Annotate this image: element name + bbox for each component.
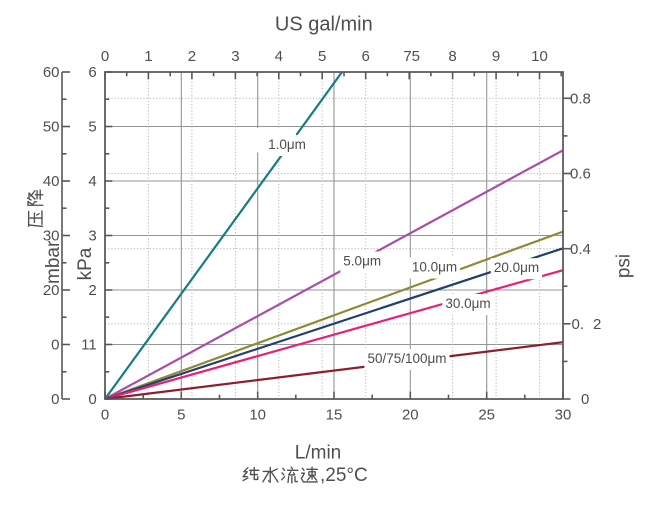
svg-text:L/min: L/min: [295, 443, 341, 464]
svg-text:2: 2: [593, 316, 601, 333]
svg-text:0: 0: [101, 48, 109, 65]
svg-text:5.0μm: 5.0μm: [343, 254, 381, 269]
svg-text:5: 5: [88, 119, 96, 136]
svg-text:0: 0: [88, 391, 96, 408]
svg-text:30: 30: [555, 407, 572, 424]
svg-text:4: 4: [88, 173, 96, 190]
svg-text:9: 9: [492, 48, 500, 65]
svg-text:20.0μm: 20.0μm: [494, 260, 539, 275]
svg-text:10.0μm: 10.0μm: [412, 260, 457, 275]
svg-text:2: 2: [88, 282, 96, 299]
svg-text:5: 5: [177, 407, 185, 424]
svg-text:3: 3: [231, 48, 239, 65]
svg-text:40: 40: [43, 173, 60, 190]
svg-text:75: 75: [403, 48, 420, 65]
svg-text:0: 0: [581, 391, 589, 408]
svg-text:6: 6: [362, 48, 370, 65]
svg-text:30: 30: [43, 228, 60, 245]
svg-text:30.0μm: 30.0μm: [445, 296, 490, 311]
svg-text:11: 11: [81, 337, 97, 354]
svg-text:,25°C: ,25°C: [320, 465, 368, 486]
svg-text:0.: 0.: [572, 316, 585, 333]
svg-text:0.6: 0.6: [570, 166, 591, 183]
svg-text:0: 0: [51, 391, 59, 408]
svg-text:0: 0: [101, 407, 109, 424]
svg-text:15: 15: [326, 407, 343, 424]
svg-text:psi: psi: [614, 254, 635, 278]
svg-text:25: 25: [478, 407, 495, 424]
svg-text:50/75/100μm: 50/75/100μm: [367, 351, 446, 366]
svg-text:0.8: 0.8: [570, 91, 591, 108]
svg-text:20: 20: [402, 407, 419, 424]
svg-text:mbar: mbar: [43, 240, 64, 284]
svg-text:1: 1: [144, 48, 152, 65]
svg-text:20: 20: [43, 282, 60, 299]
svg-text:60: 60: [43, 64, 60, 81]
svg-text:US gal/min: US gal/min: [275, 14, 373, 36]
svg-text:10: 10: [531, 48, 548, 65]
svg-text:8: 8: [448, 48, 456, 65]
svg-text:0: 0: [51, 337, 59, 354]
svg-text:50: 50: [43, 119, 60, 136]
svg-text:3: 3: [88, 228, 96, 245]
svg-text:0.4: 0.4: [570, 241, 591, 258]
svg-text:10: 10: [249, 407, 266, 424]
svg-text:6: 6: [88, 64, 96, 81]
svg-text:kPa: kPa: [75, 247, 96, 280]
svg-text:2: 2: [188, 48, 196, 65]
svg-text:1.0μm: 1.0μm: [268, 137, 306, 152]
svg-text:5: 5: [318, 48, 326, 65]
svg-text:4: 4: [275, 48, 283, 65]
